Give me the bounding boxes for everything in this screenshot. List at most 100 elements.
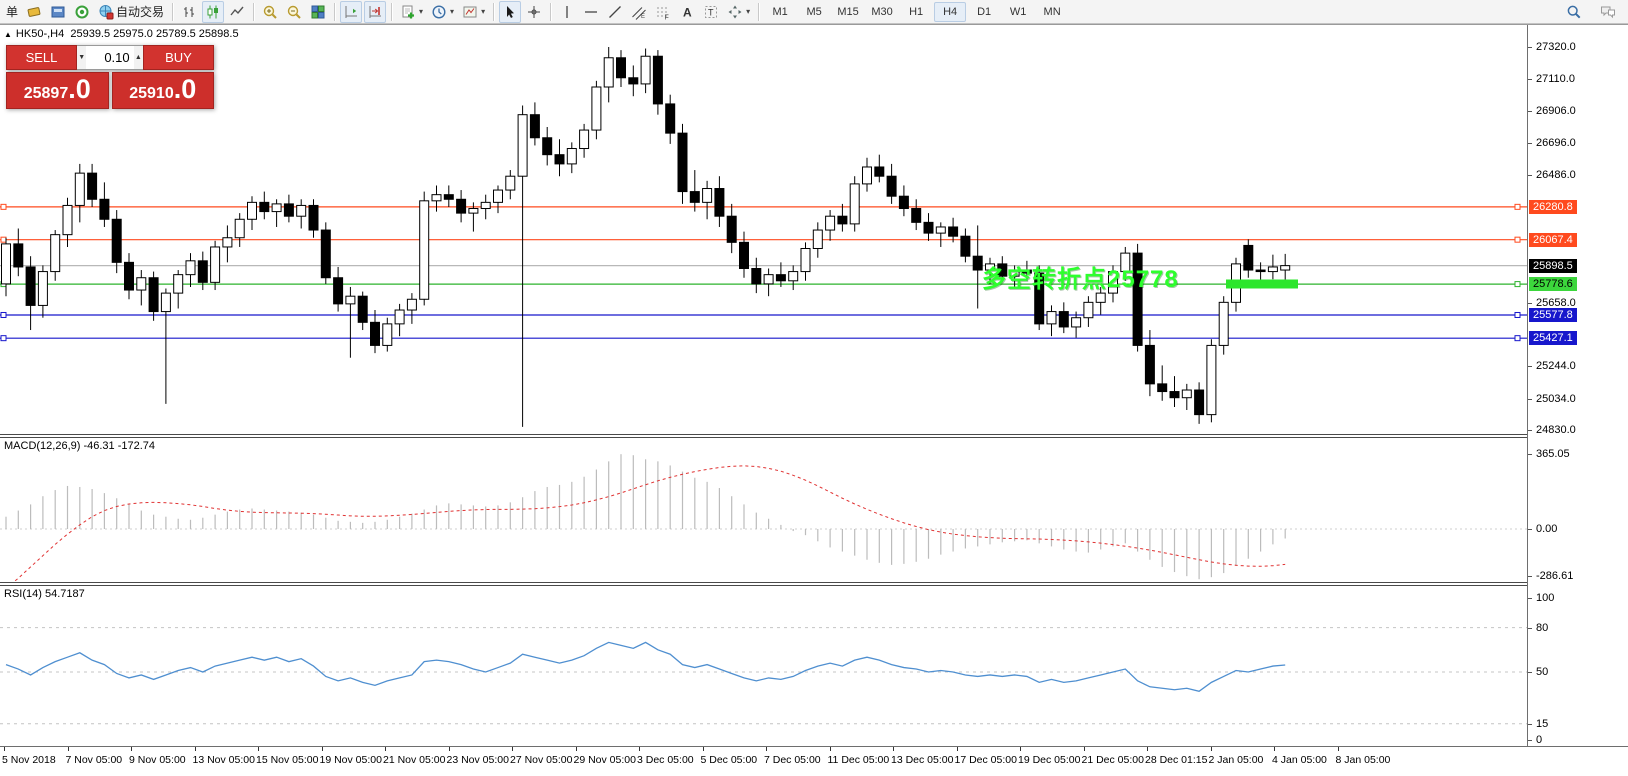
chat-button[interactable] [1597, 1, 1619, 23]
order-ticket-icon [26, 4, 42, 20]
search-button[interactable] [1563, 1, 1585, 23]
level-right-marker[interactable] [1514, 311, 1521, 318]
level-right-marker[interactable] [1514, 236, 1521, 243]
toolbar-button-chart-shift[interactable] [364, 0, 387, 23]
toolbar-button-vertical-line[interactable] [556, 1, 578, 23]
buy-price-box[interactable]: 25910.0 [111, 72, 214, 109]
timeframe-H4[interactable]: H4 [934, 1, 967, 22]
rsi-indicator-pane[interactable] [0, 586, 1527, 746]
level-right-marker[interactable] [1514, 335, 1521, 342]
bear-candle-body [124, 261, 134, 291]
toolbar-button-horizontal-line[interactable] [580, 1, 602, 23]
toolbar-button-autotrading[interactable]: 自动交易 [95, 1, 167, 23]
level-left-marker[interactable] [0, 335, 7, 342]
chart-ohlc-readout: 25939.5 25975.0 25789.5 25898.5 [70, 28, 239, 40]
toolbar-button-tile-windows[interactable] [307, 1, 329, 23]
macd-histogram [5, 454, 1286, 580]
dropdown-caret-icon[interactable]: ▾ [746, 7, 751, 16]
bull-candle-body [382, 323, 393, 346]
toolbar-separator [253, 2, 255, 21]
time-axis[interactable]: 5 Nov 2018 7 Nov 05:00 9 Nov 05:00 13 Nov 0… [0, 746, 1628, 776]
bull-candle-body [788, 271, 799, 282]
auto-scroll-icon [343, 4, 359, 20]
bear-candle-body [1157, 383, 1168, 393]
toolbar-button-order-ticket[interactable] [23, 1, 45, 23]
bear-candle-body [665, 103, 676, 134]
toolbar-button-arrows[interactable]: ▾ [724, 1, 753, 23]
toolbar-button-new-order[interactable]: 单 [3, 1, 21, 23]
toolbar-button-navigator[interactable] [71, 1, 93, 23]
sell-price-box[interactable]: 25897.0 [6, 72, 109, 109]
toolbar-button-line-chart[interactable] [226, 1, 248, 23]
bear-candle-body [148, 277, 159, 313]
navigator-icon [74, 4, 90, 20]
toolbar-button-terminal[interactable] [47, 1, 69, 23]
rsi-axis-label: 15 [1536, 717, 1549, 730]
level-right-marker[interactable] [1514, 203, 1521, 210]
toolbar-button-equidistant-channel[interactable]: E [628, 1, 650, 23]
timeframe-M1[interactable]: M1 [772, 5, 788, 18]
toolbar-button-templates[interactable]: ▾ [459, 1, 488, 23]
bull-candle-body [136, 277, 147, 291]
level-left-marker[interactable] [0, 311, 7, 318]
time-axis-tick [385, 747, 386, 751]
volume-increase-button[interactable]: ▲ [133, 46, 143, 69]
pane-separator-macd[interactable] [0, 434, 1527, 438]
bull-candle-body [1280, 265, 1291, 271]
bull-candle-body [222, 237, 233, 248]
bear-candle-body [726, 215, 737, 243]
timeframe-M30[interactable]: M30 [871, 5, 893, 18]
bear-candle-body [1132, 252, 1143, 346]
macd-indicator-pane[interactable] [0, 438, 1527, 582]
axis-tick [1528, 598, 1532, 599]
dropdown-caret-icon[interactable]: ▾ [450, 7, 455, 16]
tile-windows-icon [310, 4, 326, 20]
buy-button[interactable]: BUY [143, 45, 214, 70]
toolbar-button-fibonacci[interactable]: F [652, 1, 674, 23]
price-axis-label: 26486.0 [1536, 169, 1576, 182]
time-axis-tick [258, 747, 259, 751]
toolbar-button-bar-chart[interactable] [178, 1, 200, 23]
sell-button[interactable]: SELL [6, 45, 77, 70]
level-left-marker[interactable] [0, 236, 7, 243]
bear-candle-body [972, 255, 983, 271]
level-right-marker[interactable] [1514, 281, 1521, 288]
toolbar-button-candle-chart[interactable] [202, 0, 225, 23]
toolbar-separator [550, 2, 552, 21]
toolbar-button-cursor[interactable] [499, 0, 522, 23]
rsi-indicator-label: RSI(14) 54.7187 [4, 588, 85, 600]
toolbar-button-zoom-out[interactable] [283, 1, 305, 23]
volume-input[interactable] [86, 46, 134, 69]
toolbar-button-periods[interactable]: ▾ [428, 1, 457, 23]
bear-candle-body [1144, 344, 1155, 385]
toolbar-button-trendline[interactable] [604, 1, 626, 23]
toolbar-button-zoom-in[interactable] [259, 1, 281, 23]
bear-candle-body [874, 166, 885, 177]
timeframe-H1[interactable]: H1 [909, 5, 924, 18]
bear-candle-body [948, 226, 959, 237]
level-left-marker[interactable] [0, 203, 7, 210]
timeframe-M5[interactable]: M5 [806, 5, 822, 18]
axis-tick [1528, 576, 1532, 577]
dropdown-caret-icon[interactable]: ▾ [481, 7, 486, 16]
timeframe-MN[interactable]: MN [1043, 5, 1061, 18]
toolbar-button-crosshair[interactable] [523, 1, 545, 23]
window-collapse-icon[interactable]: ▲ [4, 30, 12, 39]
toolbar-button-text[interactable]: A [676, 1, 698, 23]
volume-decrease-button[interactable]: ▼ [77, 46, 87, 69]
price-axis-label: 26906.0 [1536, 104, 1576, 117]
timeframe-D1[interactable]: D1 [977, 5, 992, 18]
price-axis[interactable]: 27320.0 27110.0 26906.0 26696.0 26486.0 25658… [1527, 25, 1628, 746]
timeframe-W1[interactable]: W1 [1009, 5, 1027, 18]
pane-separator-rsi[interactable] [0, 582, 1527, 586]
axis-tick [1528, 142, 1532, 144]
bear-candle-body [714, 188, 725, 217]
time-axis-label: 13 Nov 05:00 [192, 754, 255, 766]
dropdown-caret-icon[interactable]: ▾ [419, 7, 424, 16]
toolbar-button-text-label[interactable]: T [700, 1, 722, 23]
toolbar-button-auto-scroll[interactable] [340, 0, 363, 23]
toolbar-button-indicators[interactable]: ▾ [397, 1, 426, 23]
price-chart-pane[interactable] [0, 25, 1527, 435]
timeframe-M15[interactable]: M15 [837, 5, 859, 18]
search-icon [1566, 4, 1582, 20]
